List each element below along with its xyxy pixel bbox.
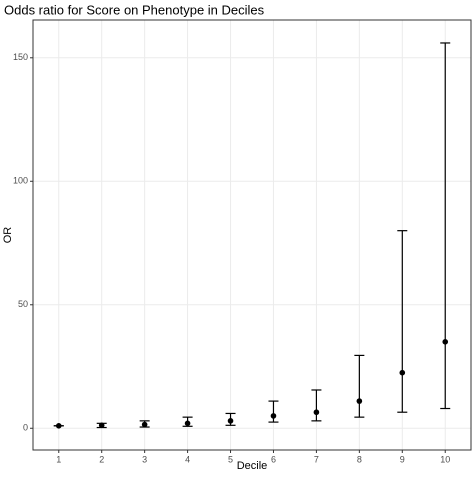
x-tick-label: 6: [271, 454, 276, 464]
point: [399, 369, 406, 376]
error-bar: [311, 389, 322, 422]
error-bar: [440, 42, 451, 410]
point: [141, 421, 148, 428]
y-tick-label: 100: [13, 176, 28, 186]
point: [313, 409, 320, 416]
x-tick-label: 9: [400, 454, 405, 464]
point: [98, 422, 105, 429]
y-tick-label: 150: [13, 52, 28, 62]
x-tick-label: 8: [357, 454, 362, 464]
x-tick-label: 4: [185, 454, 190, 464]
point: [184, 420, 191, 427]
point: [227, 418, 234, 424]
y-tick-label: 0: [23, 423, 28, 433]
x-axis-title: Decile: [237, 460, 268, 472]
x-tick-label: 5: [228, 454, 233, 464]
x-tick-label: 10: [440, 454, 450, 464]
point: [55, 422, 62, 429]
error-bar: [397, 230, 408, 413]
x-tick-label: 7: [314, 454, 319, 464]
x-tick-label: 3: [142, 454, 147, 464]
error-bar: [268, 400, 279, 423]
panel-border: [32, 19, 472, 451]
point: [356, 398, 363, 404]
y-axis-title: OR: [2, 227, 14, 244]
y-tick-label: 50: [18, 299, 28, 309]
chart-title: Odds ratio for Score on Phenotype in Dec…: [4, 2, 265, 17]
x-tick-label: 1: [56, 454, 61, 464]
x-tick-label: 2: [99, 454, 104, 464]
point: [442, 339, 449, 345]
point: [270, 413, 277, 419]
error-bar: [354, 354, 365, 418]
